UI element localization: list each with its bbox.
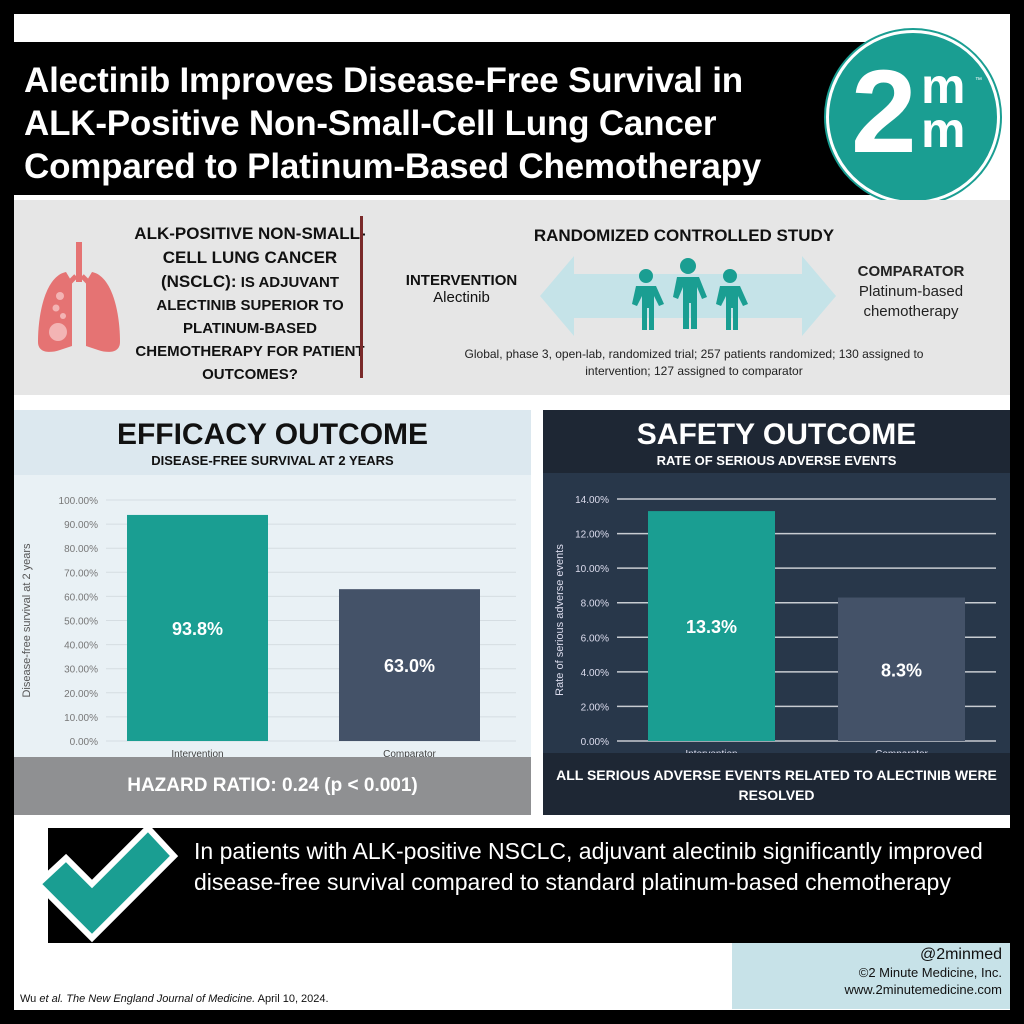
safety-title: SAFETY OUTCOME [636,418,917,451]
logo-two: 2 [851,46,917,178]
divider [360,216,363,378]
safety-note: ALL SERIOUS ADVERSE EVENTS RELATED TO AL… [543,753,1010,815]
y-tick-label: 50.00% [64,617,98,628]
y-tick-label: 100.00% [59,496,99,507]
efficacy-panel: EFFICACY OUTCOME DISEASE-FREE SURVIVAL A… [14,410,531,815]
conclusion: In patients with ALK-positive NSCLC, adj… [48,828,1010,943]
website-link[interactable]: www.2minutemedicine.com [844,982,1002,997]
y-tick-label: 30.00% [64,665,98,676]
comparator-value: Platinum-based chemotherapy [858,283,964,320]
intervention-label: INTERVENTION [405,272,518,289]
hazard-ratio: HAZARD RATIO: 0.24 (p < 0.001) [14,757,531,815]
bar-intervention [127,514,268,741]
efficacy-title: EFFICACY OUTCOME [116,418,429,451]
y-tick-label: 10.00% [64,713,98,724]
x-category-label: Comparator [875,749,928,753]
efficacy-chart: 0.00% 10.00% 20.00% 30.00% 40.00% 50.00% 60.00… [21,496,516,757]
y-axis-label: Disease-free survival at 2 years [21,543,33,698]
citation: Wu et al. The New England Journal of Med… [20,993,329,1005]
y-tick-label: 6.00% [581,633,609,644]
citation-journal: et al. The New England Journal of Medici… [39,993,256,1005]
y-tick-label: 14.00% [575,495,609,506]
research-question: ALK-POSITIVE NON-SMALL-CELL LUNG CANCER … [132,222,368,386]
intervention-block: INTERVENTION Alectinib [394,272,529,306]
safety-panel: SAFETY OUTCOME RATE OF SERIOUS ADVERSE E… [543,410,1010,815]
y-tick-label: 80.00% [64,544,98,555]
y-tick-label: 0.00% [581,737,609,748]
patients-icon [632,258,748,330]
y-tick-label: 60.00% [64,592,98,603]
social-handle[interactable]: @2minmed [919,946,1002,963]
page-title: Alectinib Improves Disease-Free Survival… [14,42,874,195]
study-description: Global, phase 3, open-lab, randomized tr… [464,347,924,378]
data-label: 13.3% [686,617,737,637]
brand-box: @2minmed ©2 Minute Medicine, Inc. www.2m… [732,943,1010,1009]
efficacy-header: EFFICACY OUTCOME DISEASE-FREE SURVIVAL A… [14,410,531,475]
title-line: ALK-Positive Non-Small-Cell Lung Cancer [24,104,717,143]
comparator-block: COMPARATOR Platinum-based chemotherapy [826,262,996,322]
logo-m: m [921,58,966,114]
y-tick-label: 8.00% [581,599,609,610]
bar-comparator [339,589,480,741]
citation-authors: Wu [20,993,40,1005]
study-summary: ALK-POSITIVE NON-SMALL-CELL LUNG CANCER … [14,200,1010,395]
y-tick-label: 20.00% [64,689,98,700]
logo-trademark: ™ [975,77,982,84]
y-tick-label: 40.00% [64,641,98,652]
y-tick-label: 90.00% [64,520,98,531]
comparator-label: COMPARATOR [857,263,965,280]
title-line: Compared to Platinum-Based Chemotherapy [24,147,762,186]
lungs-icon [38,242,120,352]
y-tick-label: 70.00% [64,568,98,579]
y-tick-label: 0.00% [70,737,98,748]
safety-chart: 0.00% 2.00% 4.00% 6.00% 8.00% 10.00% 12.00% 14.… [554,495,996,753]
copyright: ©2 Minute Medicine, Inc. [858,965,1002,980]
question-text: IS ADJUVANT ALECTINIB SUPERIOR TO PLATIN… [135,274,365,383]
y-axis-label: Rate of serious adverse events [554,544,566,696]
checkmark-icon [33,823,179,943]
safety-subtitle: RATE OF SERIOUS ADVERSE EVENTS [656,453,897,468]
x-category-label: Intervention [685,749,737,753]
2mm-logo: 2 m m ™ [826,30,1000,204]
bar-comparator [838,597,965,741]
y-tick-label: 4.00% [581,668,609,679]
data-label: 63.0% [384,656,435,676]
bar-intervention [648,511,775,741]
citation-date: April 10, 2024. [255,993,329,1005]
safety-header: SAFETY OUTCOME RATE OF SERIOUS ADVERSE E… [543,410,1010,473]
x-category-label: Intervention [171,749,223,757]
efficacy-subtitle: DISEASE-FREE SURVIVAL AT 2 YEARS [151,453,394,468]
title-line: Alectinib Improves Disease-Free Survival… [24,61,743,100]
data-label: 8.3% [881,660,922,680]
x-category-label: Comparator [383,749,436,757]
y-tick-label: 2.00% [581,702,609,713]
study-design-title: RANDOMIZED CONTROLLED STUDY [533,226,835,245]
data-label: 93.8% [172,619,223,639]
question-topic: ALK-POSITIVE NON-SMALL-CELL LUNG CANCER … [134,224,366,291]
y-tick-label: 10.00% [575,564,609,575]
y-tick-label: 12.00% [575,530,609,541]
intervention-value: Alectinib [433,289,490,306]
logo-m: m [921,102,966,158]
